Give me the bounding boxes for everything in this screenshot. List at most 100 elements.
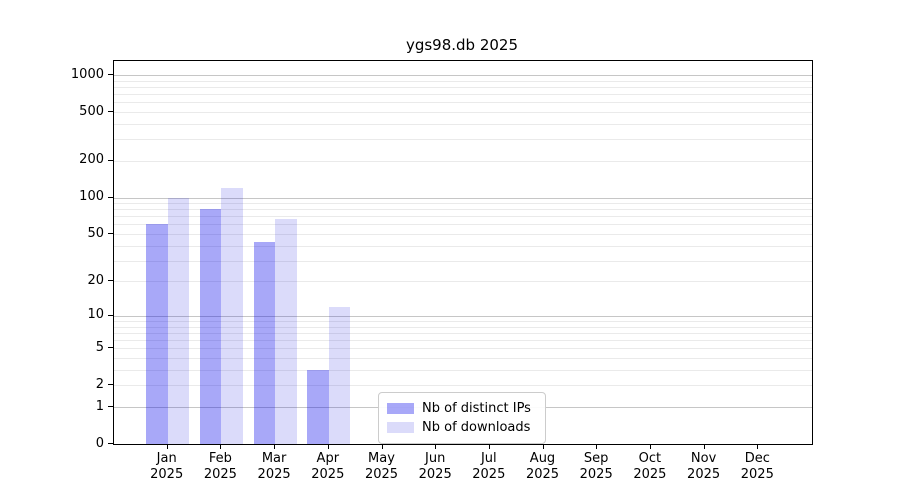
x-tick-month: Mar <box>261 451 287 466</box>
y-tick-mark-500 <box>108 111 113 112</box>
x-tick-label-dec: Dec 2025 <box>725 451 789 483</box>
x-tick-year: 2025 <box>687 467 721 482</box>
y-tick-label-500: 500 <box>79 103 104 119</box>
minor-gridline-300 <box>114 139 812 141</box>
chart-title: ygs98.db 2025 <box>405 36 519 54</box>
y-tick-mark-10 <box>108 314 113 316</box>
x-tick-year: 2025 <box>364 467 399 482</box>
legend-label-distinct-ips: Nb of distinct IPs <box>422 401 531 416</box>
x-tick-label-jun: Jun 2025 <box>403 451 467 483</box>
x-tick-label-oct: Oct 2025 <box>618 451 682 483</box>
legend-swatch-downloads <box>387 422 414 433</box>
x-tick-mark-jan <box>166 444 168 449</box>
y-tick-mark-5 <box>108 347 113 349</box>
minor-gridline-500 <box>114 112 812 113</box>
x-tick-month: Oct <box>638 451 662 466</box>
minor-gridline-50 <box>114 234 812 235</box>
bar-nb-of-downloads-jan <box>167 197 190 444</box>
minor-gridline-900 <box>114 80 812 82</box>
x-tick-year: 2025 <box>257 467 291 482</box>
minor-gridline-5 <box>114 348 812 350</box>
y-tick-mark-200 <box>108 159 113 161</box>
x-tick-year: 2025 <box>579 467 613 482</box>
y-tick-mark-1 <box>108 406 113 407</box>
x-tick-year: 2025 <box>472 467 506 482</box>
y-tick-mark-50 <box>108 233 113 234</box>
y-tick-label-50: 50 <box>87 225 104 241</box>
x-tick-mark-nov <box>703 444 705 449</box>
bar-nb-of-distinct-ips-jan <box>146 224 168 444</box>
y-tick-label-0: 0 <box>95 435 104 451</box>
x-tick-year: 2025 <box>633 467 667 482</box>
minor-gridline-70 <box>114 216 812 218</box>
legend-item-downloads: Nb of downloads <box>387 418 537 437</box>
minor-gridline-9 <box>114 321 812 322</box>
y-tick-label-10: 10 <box>87 307 104 323</box>
bar-nb-of-distinct-ips-apr <box>307 370 329 444</box>
minor-gridline-30 <box>114 260 812 262</box>
x-tick-month: Aug <box>529 451 556 466</box>
x-tick-mark-dec <box>757 444 759 449</box>
y-tick-label-1000: 1000 <box>70 66 104 82</box>
minor-gridline-90 <box>114 203 812 205</box>
y-tick-label-20: 20 <box>87 272 104 288</box>
minor-gridline-80 <box>114 209 812 211</box>
x-tick-mark-feb <box>220 444 222 449</box>
x-tick-label-feb: Feb 2025 <box>188 451 252 483</box>
x-tick-year: 2025 <box>150 467 184 482</box>
x-tick-month: Apr <box>316 451 340 466</box>
bar-nb-of-downloads-feb <box>221 187 243 444</box>
plot-area: Nb of distinct IPs Nb of downloads <box>113 60 813 445</box>
y-tick-label-5: 5 <box>95 339 104 355</box>
y-tick-label-100: 100 <box>79 189 104 204</box>
y-tick-mark-100 <box>108 196 113 198</box>
y-tick-mark-2 <box>108 384 113 386</box>
minor-gridline-800 <box>114 86 812 88</box>
x-tick-mark-jul <box>488 444 490 449</box>
y-tick-label-2: 2 <box>95 376 104 392</box>
bar-nb-of-distinct-ips-mar <box>253 241 276 444</box>
minor-gridline-400 <box>114 123 812 125</box>
minor-gridline-40 <box>114 245 812 247</box>
minor-gridline-2 <box>114 385 812 387</box>
x-tick-mark-apr <box>327 444 329 449</box>
x-tick-mark-aug <box>542 444 544 449</box>
x-tick-month: Nov <box>690 451 717 466</box>
y-tick-mark-1000 <box>108 74 113 75</box>
x-tick-month: May <box>368 451 395 466</box>
legend: Nb of distinct IPs Nb of downloads <box>378 392 546 444</box>
x-tick-label-apr: Apr 2025 <box>296 451 360 483</box>
x-tick-mark-oct <box>649 444 651 449</box>
x-tick-month: Sep <box>583 451 609 466</box>
legend-swatch-distinct-ips <box>387 403 414 414</box>
bar-nb-of-distinct-ips-feb <box>199 209 222 444</box>
minor-gridline-600 <box>114 102 812 104</box>
y-tick-label-200: 200 <box>79 152 104 168</box>
legend-item-distinct-ips: Nb of distinct IPs <box>387 399 537 418</box>
x-tick-year: 2025 <box>311 467 345 482</box>
x-tick-label-mar: Mar 2025 <box>242 451 306 483</box>
x-tick-mark-jun <box>435 444 437 449</box>
y-tick-mark-0 <box>108 443 113 444</box>
x-tick-month: Jan <box>156 451 177 466</box>
x-tick-mark-sep <box>596 444 598 449</box>
x-tick-label-sep: Sep 2025 <box>564 451 628 483</box>
x-tick-month: Jun <box>425 451 446 466</box>
x-tick-label-jan: Jan 2025 <box>135 451 199 483</box>
minor-gridline-200 <box>114 160 812 162</box>
bar-nb-of-downloads-apr <box>328 307 351 444</box>
y-tick-label-1: 1 <box>95 398 104 414</box>
x-tick-mark-mar <box>274 444 276 449</box>
minor-gridline-8 <box>114 326 812 328</box>
x-tick-label-aug: Aug 2025 <box>511 451 575 483</box>
y-tick-mark-20 <box>108 280 113 282</box>
x-tick-mark-may <box>381 444 383 449</box>
major-gridline-10 <box>114 315 812 317</box>
x-tick-month: Jul <box>480 451 497 466</box>
x-tick-year: 2025 <box>525 467 560 482</box>
minor-gridline-3 <box>114 370 812 371</box>
minor-gridline-4 <box>114 358 812 359</box>
x-tick-label-nov: Nov 2025 <box>672 451 736 483</box>
minor-gridline-7 <box>114 332 812 334</box>
minor-gridline-6 <box>114 340 812 342</box>
